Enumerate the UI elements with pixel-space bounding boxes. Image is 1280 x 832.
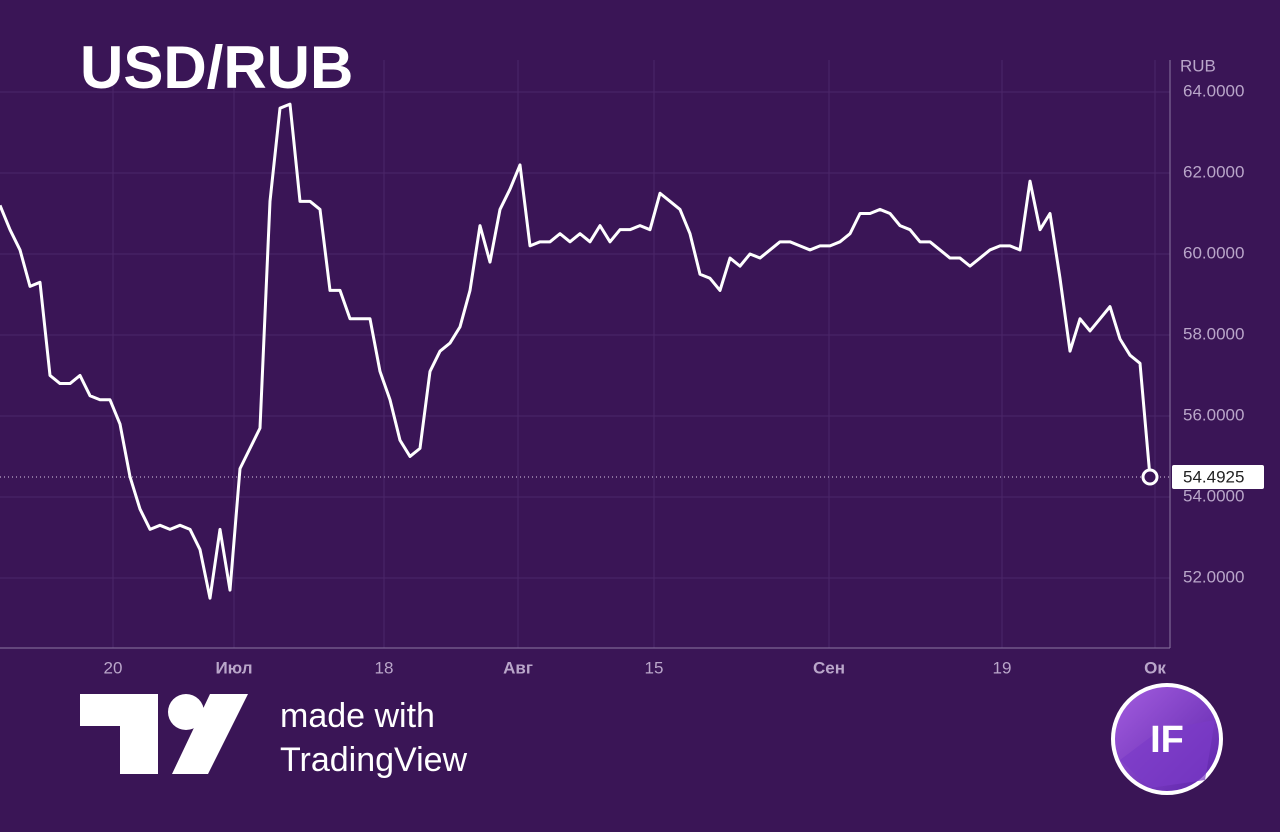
y-tick-label: 58.0000 bbox=[1183, 324, 1244, 343]
last-price-label: 54.4925 bbox=[1183, 467, 1244, 486]
x-tick-label: 19 bbox=[993, 658, 1012, 677]
y-tick-label: 56.0000 bbox=[1183, 405, 1244, 424]
price-line bbox=[0, 102, 1152, 600]
x-tick-label: 20 bbox=[104, 658, 123, 677]
y-tick-label: 60.0000 bbox=[1183, 243, 1244, 262]
footer-text: made with bbox=[280, 697, 435, 735]
x-tick-label: Июл bbox=[215, 658, 252, 677]
y-axis-label: RUB bbox=[1180, 56, 1216, 75]
x-ticks: 20 Июл 18 Авг 15 Сен 19 Ок bbox=[104, 658, 1167, 677]
footer-text: TradingView bbox=[280, 741, 468, 779]
x-tick-label: Ок bbox=[1144, 658, 1166, 677]
y-tick-label: 62.0000 bbox=[1183, 162, 1244, 181]
grid bbox=[0, 60, 1170, 648]
badge-text: IF bbox=[1150, 719, 1184, 761]
y-tick-label: 54.0000 bbox=[1183, 486, 1244, 505]
y-tick-label: 64.0000 bbox=[1183, 81, 1244, 100]
x-tick-label: Сен bbox=[813, 658, 845, 677]
last-price-box bbox=[1172, 465, 1264, 490]
tradingview-logo bbox=[80, 694, 248, 774]
marks: 54.4925 bbox=[0, 102, 1264, 600]
x-tick-label: 15 bbox=[645, 658, 664, 677]
last-point bbox=[1141, 468, 1159, 486]
chart-title: USD/RUB bbox=[80, 34, 353, 101]
x-tick-label: Авг bbox=[503, 658, 533, 677]
x-tick-label: 18 bbox=[375, 658, 394, 677]
badge: IF bbox=[1111, 683, 1223, 795]
ticks: 52.0000 54.0000 56.0000 58.0000 60.0000 62.00… bbox=[104, 81, 1245, 677]
y-tick-label: 52.0000 bbox=[1183, 567, 1244, 586]
